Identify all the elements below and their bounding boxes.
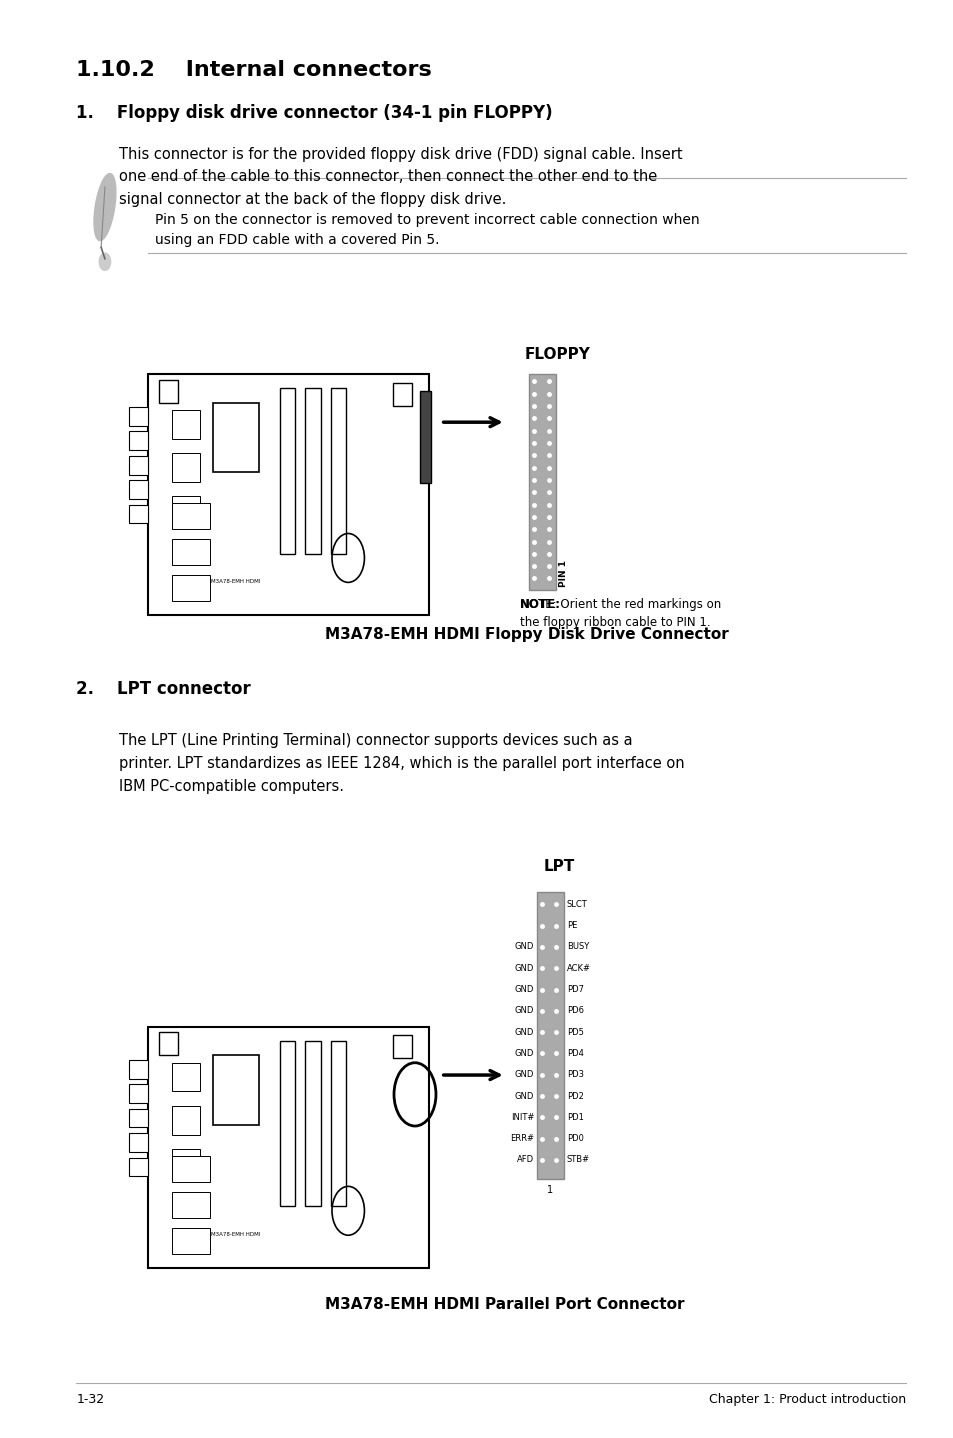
Bar (279, 388, 294, 554)
Text: GND: GND (515, 963, 534, 972)
Bar (213, 403, 258, 472)
Text: FLOPPY: FLOPPY (524, 348, 590, 362)
Text: GND: GND (515, 985, 534, 994)
Text: M3A78-EMH HDMI Floppy Disk Drive Connector: M3A78-EMH HDMI Floppy Disk Drive Connect… (325, 627, 728, 641)
Text: 1.10.2    Internal connectors: 1.10.2 Internal connectors (76, 60, 432, 81)
Text: PD3: PD3 (566, 1070, 583, 1080)
Bar (537, 892, 563, 1179)
Bar (172, 1106, 200, 1135)
Text: This connector is for the provided floppy disk drive (FDD) signal cable. Insert
: This connector is for the provided flopp… (119, 147, 682, 207)
Bar (148, 374, 429, 615)
Bar (129, 1109, 148, 1127)
Bar (129, 1158, 148, 1176)
Text: NOTE:: NOTE: (519, 598, 560, 611)
Bar (393, 1035, 412, 1058)
Bar (172, 503, 210, 529)
Text: GND: GND (515, 1007, 534, 1015)
FancyArrowPatch shape (443, 418, 498, 427)
Text: GND: GND (515, 1048, 534, 1058)
Bar (305, 388, 320, 554)
Bar (529, 374, 556, 590)
Bar (129, 480, 148, 499)
Text: PD0: PD0 (566, 1135, 583, 1143)
Text: PD5: PD5 (566, 1028, 583, 1037)
Bar (172, 453, 200, 482)
Text: NOTE: Orient the red markings on
the floppy ribbon cable to PIN 1.: NOTE: Orient the red markings on the flo… (519, 598, 720, 630)
Text: GND: GND (515, 1028, 534, 1037)
Text: BUSY: BUSY (566, 942, 588, 952)
Bar (172, 1063, 200, 1091)
Text: 2.    LPT connector: 2. LPT connector (76, 680, 251, 699)
Bar (172, 1192, 210, 1218)
Text: LPT: LPT (543, 860, 575, 874)
Bar (129, 1084, 148, 1103)
Text: STB#: STB# (566, 1156, 589, 1165)
Bar (129, 456, 148, 475)
Text: 1-32: 1-32 (76, 1393, 104, 1406)
Bar (148, 1027, 429, 1268)
Text: PIN 1: PIN 1 (558, 559, 567, 587)
Bar (172, 410, 200, 439)
Bar (172, 1156, 210, 1182)
Bar (159, 380, 178, 403)
Text: M3A78-EMH HDMI: M3A78-EMH HDMI (211, 1232, 260, 1237)
Text: 1.    Floppy disk drive connector (34-1 pin FLOPPY): 1. Floppy disk drive connector (34-1 pin… (76, 104, 553, 122)
Bar (172, 575, 210, 601)
Text: ACK#: ACK# (566, 963, 590, 972)
Bar (129, 505, 148, 523)
Ellipse shape (94, 174, 115, 240)
Text: PD1: PD1 (566, 1113, 583, 1122)
FancyArrowPatch shape (443, 1071, 498, 1080)
Bar (172, 1149, 200, 1178)
Text: AFD: AFD (517, 1156, 534, 1165)
Text: M3A78-EMH HDMI Parallel Port Connector: M3A78-EMH HDMI Parallel Port Connector (325, 1297, 684, 1311)
Text: INIT#: INIT# (510, 1113, 534, 1122)
Text: Pin 5 on the connector is removed to prevent incorrect cable connection when
usi: Pin 5 on the connector is removed to pre… (154, 213, 699, 247)
Bar (279, 1041, 294, 1206)
Bar (331, 1041, 346, 1206)
Text: SLCT: SLCT (566, 900, 587, 909)
Text: PD6: PD6 (566, 1007, 583, 1015)
Text: PD2: PD2 (566, 1091, 583, 1100)
Text: PD4: PD4 (566, 1048, 583, 1058)
Bar (419, 391, 431, 483)
Text: ERR#: ERR# (510, 1135, 534, 1143)
Bar (129, 1060, 148, 1078)
Text: GND: GND (515, 942, 534, 952)
Text: GND: GND (515, 1070, 534, 1080)
Text: PD7: PD7 (566, 985, 583, 994)
Bar (213, 1055, 258, 1125)
Bar (172, 1228, 210, 1254)
Text: GND: GND (515, 1091, 534, 1100)
Bar (172, 539, 210, 565)
Bar (129, 431, 148, 450)
Bar (159, 1032, 178, 1055)
Text: 1: 1 (547, 1185, 553, 1195)
Text: Chapter 1: Product introduction: Chapter 1: Product introduction (708, 1393, 905, 1406)
Bar (393, 383, 412, 406)
Bar (305, 1041, 320, 1206)
Bar (129, 407, 148, 426)
Text: The LPT (Line Printing Terminal) connector supports devices such as a
printer. L: The LPT (Line Printing Terminal) connect… (119, 733, 684, 794)
Bar (331, 388, 346, 554)
Bar (129, 1133, 148, 1152)
Bar (172, 496, 200, 525)
Circle shape (99, 253, 111, 270)
Text: M3A78-EMH HDMI: M3A78-EMH HDMI (211, 580, 260, 584)
Text: PE: PE (566, 922, 577, 930)
